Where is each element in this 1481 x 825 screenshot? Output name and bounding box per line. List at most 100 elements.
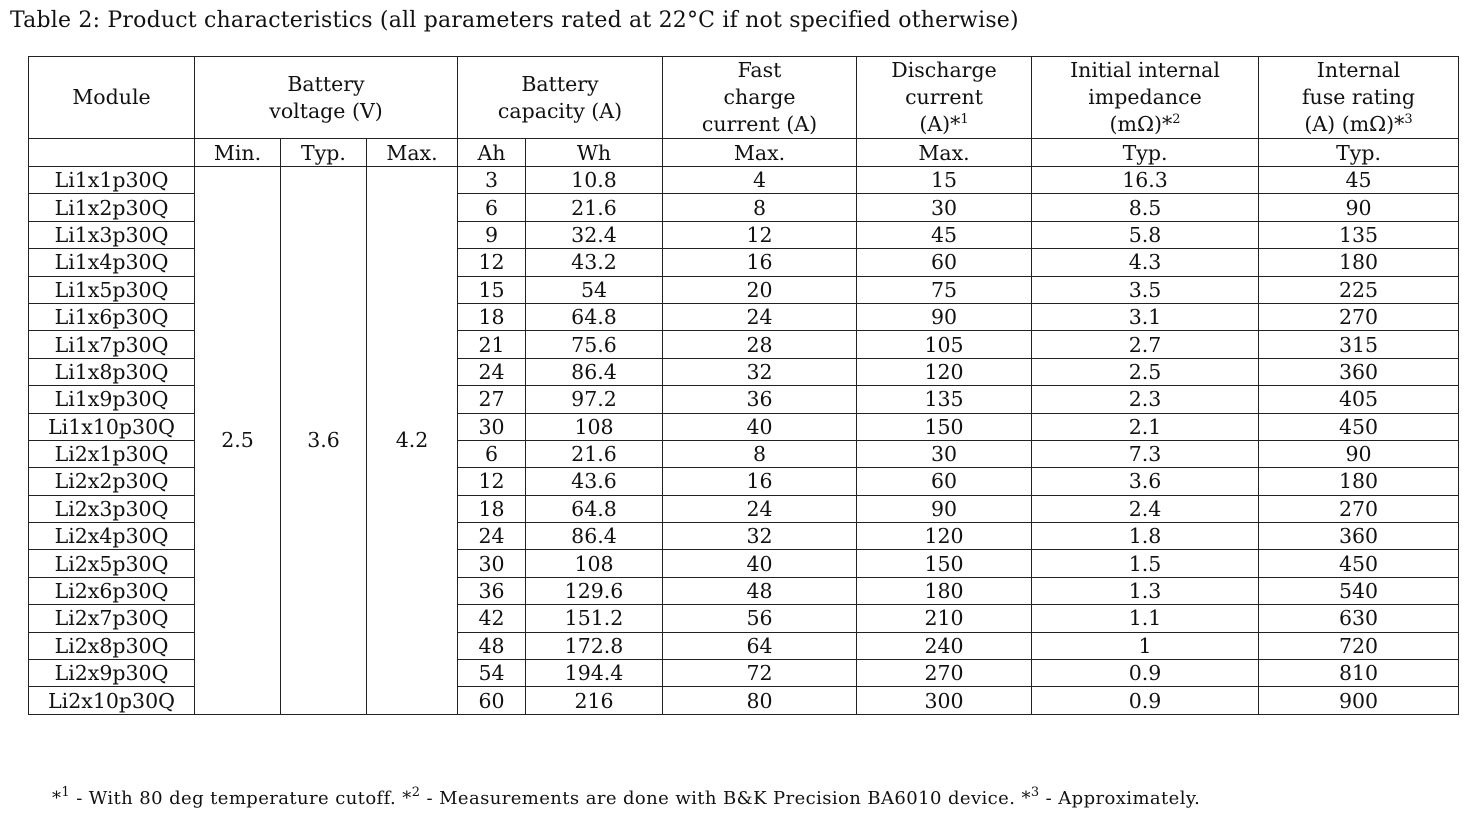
table-row: Li1x1p30Q 2.5 3.6 4.2 3 10.8 4 15 16.3 45 <box>28 165 1460 715</box>
cell-fast-charge-max: 4 <box>662 165 858 195</box>
cell-module: Li1x1p30Q <box>28 165 195 195</box>
cell-discharge-max: 45 <box>856 220 1033 250</box>
cell-module: Li1x2p30Q <box>28 193 195 222</box>
cell-discharge-max: 75 <box>856 275 1033 304</box>
cell-fuse-typ: 180 <box>1258 467 1460 496</box>
table-row: Li1x6p30Q 18 64.8 24 90 3.1 270 <box>28 302 1460 332</box>
header-battery-voltage: Battery voltage (V) <box>194 56 458 139</box>
cell-impedance-typ: 7.3 <box>1031 439 1260 469</box>
cell-module: Li2x1p30Q <box>28 439 195 469</box>
cell-fast-charge-max: 12 <box>662 220 858 250</box>
cell-module: Li2x9p30Q <box>28 659 195 688</box>
cell-impedance-typ: 5.8 <box>1031 220 1260 250</box>
header-impedance: Initial internal impedance (mΩ)*2 <box>1031 56 1260 139</box>
table-row: Li1x9p30Q 27 97.2 36 135 2.3 405 <box>28 385 1460 414</box>
cell-discharge-max: 90 <box>856 302 1033 332</box>
table-body: Li1x1p30Q 2.5 3.6 4.2 3 10.8 4 15 16.3 45 Li1x2p30… <box>28 165 1460 715</box>
cell-module: Li1x7p30Q <box>28 330 195 359</box>
cell-discharge-max: 270 <box>856 659 1033 688</box>
cell-fuse-typ: 720 <box>1258 631 1460 661</box>
cell-capacity-wh: 129.6 <box>524 576 664 606</box>
cell-impedance-typ: 1 <box>1031 631 1260 661</box>
cell-capacity-ah: 12 <box>457 467 526 496</box>
cell-impedance-typ: 8.5 <box>1031 193 1260 222</box>
subheader-ah: Ah <box>457 138 526 167</box>
cell-capacity-wh: 86.4 <box>524 522 664 551</box>
cell-capacity-ah: 21 <box>457 330 526 359</box>
header-voltage-line2: voltage (V) <box>269 98 383 123</box>
subheader-fuse-typ: Typ. <box>1258 138 1460 167</box>
cell-discharge-max: 30 <box>856 193 1033 222</box>
cell-module: Li2x10p30Q <box>28 686 195 715</box>
cell-fast-charge-max: 56 <box>662 604 858 633</box>
cell-discharge-max: 150 <box>856 412 1033 441</box>
cell-module: Li1x8p30Q <box>28 357 195 387</box>
cell-fast-charge-max: 40 <box>662 549 858 578</box>
cell-capacity-ah: 9 <box>457 220 526 250</box>
cell-fast-charge-max: 8 <box>662 439 858 469</box>
cell-fast-charge-max: 24 <box>662 302 858 332</box>
header-discharge-current: Discharge current (A)*1 <box>856 56 1033 139</box>
cell-fuse-typ: 225 <box>1258 275 1460 304</box>
voltage-typ-cell: 3.6 <box>280 166 367 715</box>
cell-impedance-typ: 0.9 <box>1031 659 1260 688</box>
cell-fast-charge-max: 80 <box>662 686 858 715</box>
subheader-discharge-max: Max. <box>856 138 1033 167</box>
cell-capacity-ah: 60 <box>457 686 526 715</box>
cell-capacity-wh: 10.8 <box>524 165 664 195</box>
cell-fuse-typ: 45 <box>1258 165 1460 195</box>
cell-impedance-typ: 1.1 <box>1031 604 1260 633</box>
cell-module: Li2x3p30Q <box>28 494 195 524</box>
voltage-max-cell: 4.2 <box>366 166 458 715</box>
cell-capacity-ah: 48 <box>457 631 526 661</box>
cell-capacity-wh: 54 <box>524 275 664 304</box>
cell-capacity-ah: 27 <box>457 385 526 414</box>
cell-capacity-ah: 36 <box>457 576 526 606</box>
table-row: Li2x1p30Q 6 21.6 8 30 7.3 90 <box>28 439 1460 469</box>
footnote: *1 - With 80 deg temperature cutoff. *2 … <box>52 785 1200 809</box>
cell-module: Li1x3p30Q <box>28 220 195 250</box>
cell-capacity-wh: 32.4 <box>524 220 664 250</box>
subheader-row: Min. Typ. Max. Ah Wh Max. Max. Typ. Typ. <box>28 138 1460 167</box>
header-imp-line1: Initial internal <box>1070 58 1220 82</box>
cell-fuse-typ: 90 <box>1258 193 1460 222</box>
table-caption: Table 2: Product characteristics (all pa… <box>10 8 1019 33</box>
cell-discharge-max: 105 <box>856 330 1033 359</box>
footnote-sup1: 1 <box>61 785 71 800</box>
header-imp-line3: (mΩ)* <box>1109 112 1173 136</box>
table-row: Li2x8p30Q 48 172.8 64 240 1 720 <box>28 631 1460 661</box>
cell-fuse-typ: 630 <box>1258 604 1460 633</box>
table-row: Li2x6p30Q 36 129.6 48 180 1.3 540 <box>28 576 1460 606</box>
cell-discharge-max: 120 <box>856 522 1033 551</box>
table-row: Li1x10p30Q 30 108 40 150 2.1 450 <box>28 412 1460 441</box>
subheader-min: Min. <box>194 138 281 167</box>
cell-capacity-ah: 18 <box>457 302 526 332</box>
table-row: Li2x10p30Q 60 216 80 300 0.9 900 <box>28 686 1460 715</box>
header-capacity-line1: Battery <box>521 71 599 96</box>
cell-fast-charge-max: 28 <box>662 330 858 359</box>
cell-module: Li1x5p30Q <box>28 275 195 304</box>
cell-fast-charge-max: 32 <box>662 357 858 387</box>
product-characteristics-table: Module Battery voltage (V) Battery capac… <box>28 56 1460 715</box>
cell-module: Li2x8p30Q <box>28 631 195 661</box>
cell-impedance-typ: 2.7 <box>1031 330 1260 359</box>
cell-capacity-wh: 172.8 <box>524 631 664 661</box>
header-discharge-line3: (A)* <box>919 112 961 136</box>
cell-impedance-typ: 3.5 <box>1031 275 1260 304</box>
cell-fuse-typ: 360 <box>1258 522 1460 551</box>
cell-impedance-typ: 16.3 <box>1031 165 1260 195</box>
cell-discharge-max: 135 <box>856 385 1033 414</box>
cell-fuse-typ: 270 <box>1258 494 1460 524</box>
cell-discharge-max: 120 <box>856 357 1033 387</box>
subheader-max: Max. <box>366 138 458 167</box>
cell-discharge-max: 210 <box>856 604 1033 633</box>
cell-fuse-typ: 405 <box>1258 385 1460 414</box>
cell-fuse-typ: 450 <box>1258 549 1460 578</box>
cell-capacity-wh: 151.2 <box>524 604 664 633</box>
cell-capacity-wh: 97.2 <box>524 385 664 414</box>
table-row: Li1x3p30Q 9 32.4 12 45 5.8 135 <box>28 220 1460 250</box>
header-battery-capacity: Battery capacity (A) <box>456 56 664 139</box>
cell-fast-charge-max: 40 <box>662 412 858 441</box>
cell-discharge-max: 300 <box>856 686 1033 715</box>
cell-fuse-typ: 540 <box>1258 576 1460 606</box>
